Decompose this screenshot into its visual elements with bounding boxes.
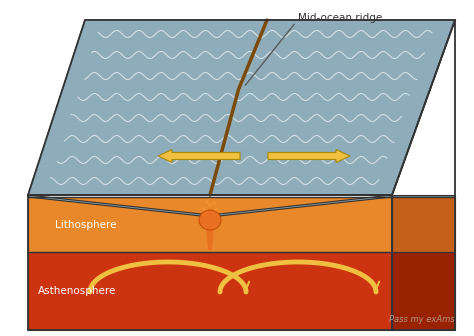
FancyArrow shape xyxy=(268,150,350,163)
Text: Lithosphere: Lithosphere xyxy=(55,219,117,229)
Polygon shape xyxy=(392,195,455,197)
Polygon shape xyxy=(28,20,455,195)
Text: Mid-ocean ridge: Mid-ocean ridge xyxy=(298,13,382,23)
Polygon shape xyxy=(28,252,392,330)
Polygon shape xyxy=(392,252,455,330)
Polygon shape xyxy=(210,20,455,195)
Polygon shape xyxy=(28,20,455,195)
Polygon shape xyxy=(205,213,215,250)
Ellipse shape xyxy=(212,201,216,205)
Polygon shape xyxy=(28,195,210,217)
Ellipse shape xyxy=(214,207,218,211)
Text: Asthenosphere: Asthenosphere xyxy=(38,286,117,296)
FancyArrow shape xyxy=(158,150,240,163)
Text: Pass my exAms: Pass my exAms xyxy=(389,315,455,324)
Polygon shape xyxy=(210,195,392,217)
Ellipse shape xyxy=(205,200,209,204)
Polygon shape xyxy=(28,20,267,195)
Polygon shape xyxy=(28,197,392,252)
Polygon shape xyxy=(392,197,455,252)
Ellipse shape xyxy=(202,207,206,211)
Ellipse shape xyxy=(199,210,221,230)
Ellipse shape xyxy=(208,203,212,207)
